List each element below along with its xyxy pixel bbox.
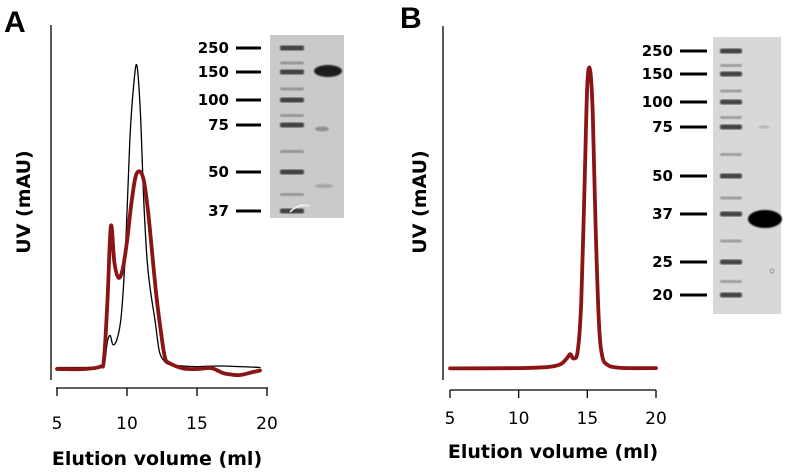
panel-a-marker-label: 50 [208,163,229,181]
panel-a-sample-band-faint [315,126,329,132]
panel-a-x-axis-title: Elution volume (ml) [52,448,262,470]
panel-b-ladder-band [720,259,742,265]
panel-a-marker-label: 150 [198,63,229,81]
panel-a-x-ticks: 5 10 15 20 [52,388,278,434]
panel-a-marker-labels: 250 150 100 75 50 37 [198,39,261,220]
panel-b-gel-speck [769,268,775,274]
panel-a-series [55,63,262,378]
panel-b-ladder-band-faint [720,89,742,93]
panel-a-x-tick-label: 10 [116,414,138,434]
panel-b-x-tick-label: 15 [577,409,599,429]
panel-a-marker-label: 75 [208,116,229,134]
panel-a-marker-label: 250 [198,39,229,57]
panel-a-series-line-red [55,169,262,378]
panel-a-label: A [4,6,26,39]
panel-b-marker-label: 50 [652,167,673,185]
panel-a-ladder-band-faint [280,87,304,91]
panel-b-x-axis-title: Elution volume (ml) [448,441,658,463]
panel-b-chart: B 5 10 15 20 Elution volume (ml) UV (mAU) 2… [400,2,782,463]
panel-a-gel-scratch [289,204,311,213]
panel-b-ladder-band [720,48,742,54]
panel-b-inset-gel: 250 150 100 75 50 37 25 20 [642,37,782,314]
panel-b-ladder-band-faint [720,153,742,156]
panel-b-label: B [400,2,422,35]
panel-b-x-tick-label: 5 [445,409,456,429]
panel-a-inset-gel: 250 150 100 75 50 37 [198,35,344,220]
panel-b-series [448,65,658,371]
panel-a-sample-band-faint [315,184,333,188]
panel-b-ladder-band [720,124,742,130]
panel-b-marker-label: 20 [652,286,673,304]
panel-b-marker-labels: 250 150 100 75 50 37 25 20 [642,42,707,304]
panel-a-ladder-band-faint [280,61,304,65]
panel-b-y-axis-title: UV (mAU) [409,150,431,253]
panel-b-ladder-band-faint [720,239,742,243]
panel-b-ladder-band-faint [720,196,742,200]
panel-a-x-tick-label: 20 [256,414,278,434]
panel-a-sample-lane [289,65,342,213]
panel-a-ladder-band [280,208,304,214]
panel-a-marker-label: 100 [198,91,229,109]
panel-a-ladder-band-faint [280,150,304,153]
panel-b-marker-label: 250 [642,42,673,60]
panel-a-marker-label: 37 [208,202,229,220]
panel-b-series-line-red [448,65,658,371]
panel-a-ladder-band [280,169,304,175]
panel-b-sample-lane [748,125,782,274]
panel-a-chart: A 5 10 15 20 Elution volume (ml) UV (mAU) 2… [4,6,344,470]
panel-b-x-tick-label: 20 [645,409,667,429]
panel-b-ladder-lane [720,48,742,298]
panel-a-ladder-band-faint [280,193,304,196]
panel-b-x-ticks: 5 10 15 20 [445,390,667,429]
panel-b-ladder-band [720,173,742,179]
panel-a-x-tick-label: 15 [186,414,208,434]
panel-b-ladder-band-faint [720,280,742,283]
panel-b-marker-label: 75 [652,118,673,136]
panel-b-sample-band-main [748,210,782,228]
panel-b-marker-label: 150 [642,65,673,83]
panel-b-marker-label: 25 [652,253,673,271]
panel-a-x-tick-label: 5 [52,414,63,434]
panel-a-ladder-band [280,122,304,128]
panel-a-y-axis-title: UV (mAU) [13,150,35,253]
panel-a-ladder-band [280,45,304,51]
panel-a-ladder-band-faint [280,114,304,117]
panel-b-ladder-band-faint [720,64,742,67]
panel-b-ladder-band [720,99,742,105]
panel-b-x-tick-label: 10 [508,409,530,429]
panel-b-marker-label: 100 [642,93,673,111]
panel-a-ladder-band [280,97,304,103]
panel-b-ladder-band [720,292,742,298]
panel-a-ladder-band [280,69,304,75]
panel-a-sample-band-main [314,65,342,77]
panel-b-ladder-band-faint [720,116,742,119]
panel-b-ladder-band [720,211,742,217]
panel-b-marker-label: 37 [652,205,673,223]
panel-b-ladder-band [720,71,742,77]
panel-a-ladder-lane [280,45,304,214]
panel-b-sample-band-faint [758,125,770,129]
